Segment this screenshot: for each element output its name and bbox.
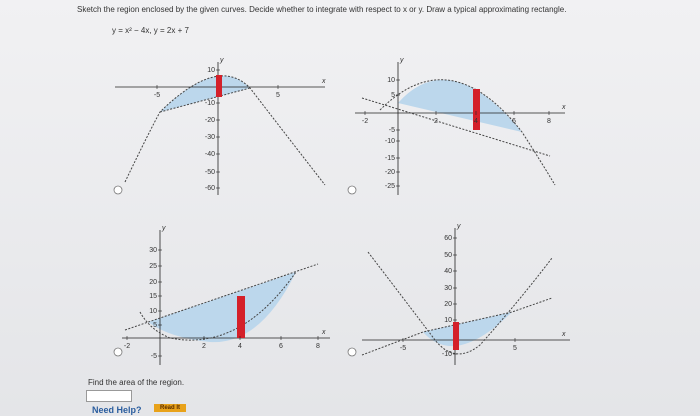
line: [361, 297, 553, 356]
region: [148, 272, 296, 343]
equation: y = x² − 4x, y = 2x + 7: [112, 26, 189, 35]
read-it-button[interactable]: Read It: [154, 404, 187, 412]
y-tick-label: 5: [153, 322, 157, 329]
line: [159, 87, 251, 113]
y-tick-label: -25: [385, 183, 395, 190]
curve: [139, 271, 297, 341]
y-axis-label: y: [399, 57, 404, 64]
region: [423, 312, 512, 347]
x-tick-label: 6: [512, 118, 516, 125]
y-tick-label: 25: [149, 263, 157, 270]
curve: [124, 75, 326, 186]
x-tick-label: 4: [238, 343, 242, 350]
y-tick-label: -10: [385, 138, 395, 145]
y-tick-label: -30: [205, 134, 215, 141]
approximating-rectangle: [216, 75, 222, 97]
y-tick-label: -20: [205, 117, 215, 124]
x-axis-label: x: [561, 331, 566, 338]
y-axis-label: y: [161, 225, 166, 232]
question: Sketch the region enclosed by the given …: [77, 5, 567, 14]
y-tick-label: 10: [207, 67, 215, 74]
radio-button[interactable]: [113, 347, 123, 357]
y-tick-label: -15: [385, 155, 395, 162]
x-tick-label: 5: [276, 92, 280, 99]
x-tick-label: -5: [154, 92, 160, 99]
x-tick-label: -2: [124, 343, 130, 350]
y-tick-label: 15: [149, 293, 157, 300]
x-tick-label: -5: [400, 345, 406, 352]
curve: [379, 79, 556, 186]
y-tick-label: -50: [205, 169, 215, 176]
y-tick-label: -60: [205, 185, 215, 192]
y-axis-label: y: [219, 57, 224, 64]
y-tick-label: -20: [385, 169, 395, 176]
y-tick-label: -40: [205, 151, 215, 158]
x-tick-label: -2: [362, 118, 368, 125]
approximating-rectangle: [237, 296, 245, 338]
radio-button[interactable]: [347, 347, 357, 357]
y-tick-label: -5: [151, 353, 157, 360]
prompt: Find the area of the region.: [88, 378, 185, 387]
x-axis-label: x: [321, 329, 326, 336]
x-axis-label: x: [561, 104, 566, 111]
region: [398, 79, 522, 132]
y-tick-label: 10: [387, 77, 395, 84]
region: [160, 75, 250, 112]
y-tick-label: -10: [205, 100, 215, 107]
line: [361, 97, 551, 157]
y-tick-label: 30: [149, 247, 157, 254]
x-tick-label: 5: [513, 345, 517, 352]
y-tick-label: 10: [444, 317, 452, 324]
y-tick-label: 40: [444, 268, 452, 275]
y-axis-label: y: [456, 223, 461, 230]
x-tick-label: 4: [474, 118, 478, 125]
x-tick-label: 2: [202, 343, 206, 350]
approximating-rectangle: [473, 89, 480, 130]
y-tick-label: 50: [444, 252, 452, 259]
radio-button[interactable]: [113, 185, 123, 195]
y-tick-label: 20: [149, 279, 157, 286]
x-tick-label: 6: [279, 343, 283, 350]
x-axis-label: x: [321, 78, 326, 85]
approximating-rectangle: [453, 322, 459, 350]
y-tick-label: -10: [442, 351, 452, 358]
y-tick-label: 5: [391, 92, 395, 99]
y-tick-label: 30: [444, 285, 452, 292]
answer-box[interactable]: [86, 390, 132, 402]
radio-button[interactable]: [347, 185, 357, 195]
y-tick-label: 20: [444, 301, 452, 308]
line: [124, 263, 319, 331]
y-tick-label: -5: [389, 127, 395, 134]
y-tick-label: 60: [444, 235, 452, 242]
x-tick-label: 2: [434, 118, 438, 125]
x-tick-label: 8: [547, 118, 551, 125]
x-tick-label: 8: [316, 343, 320, 350]
need-help: Need Help?: [92, 405, 142, 415]
y-tick-label: 10: [149, 308, 157, 315]
